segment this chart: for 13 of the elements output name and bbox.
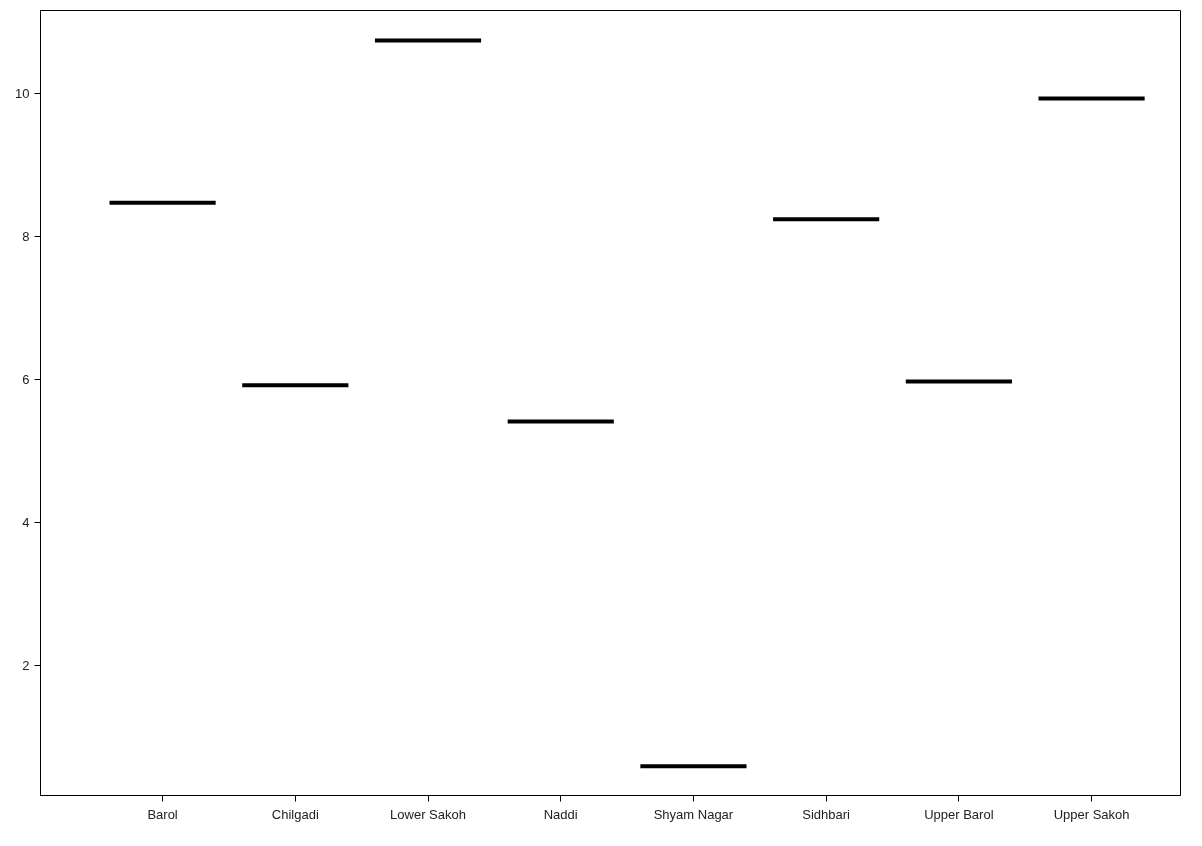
y-tick-label: 6 bbox=[22, 371, 30, 387]
x-tick-label: Naddi bbox=[543, 806, 578, 822]
x-tick-label: Shyam Nagar bbox=[653, 806, 734, 822]
x-tick-label: Barol bbox=[147, 806, 178, 822]
x-tick-label: Upper Sakoh bbox=[1053, 806, 1130, 822]
x-tick-label: Sidhbari bbox=[802, 806, 851, 822]
x-tick-label: Lower Sakoh bbox=[390, 806, 466, 822]
x-tick-label: Upper Barol bbox=[924, 806, 994, 822]
y-tick-label: 10 bbox=[15, 85, 30, 101]
y-tick-label: 2 bbox=[22, 657, 30, 673]
y-tick-label: 8 bbox=[22, 228, 30, 244]
y-tick-label: 4 bbox=[22, 514, 30, 530]
x-tick-label: Chilgadi bbox=[271, 806, 319, 822]
